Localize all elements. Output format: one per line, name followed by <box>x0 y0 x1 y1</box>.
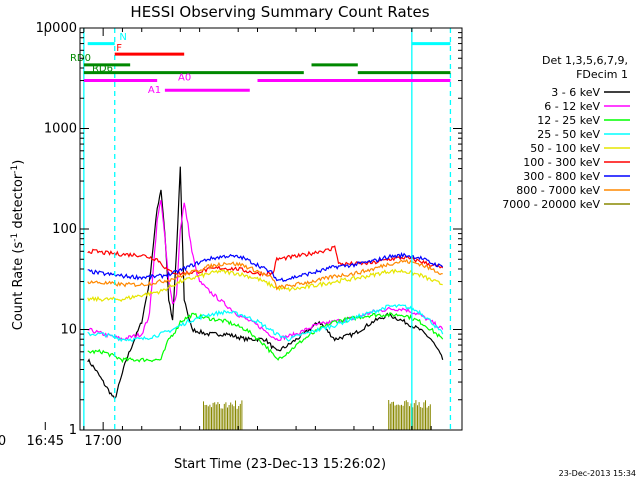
y-axis-label-exp1: -1 <box>10 233 20 242</box>
x-tick-label-6: 17:00 <box>84 434 121 449</box>
legend-label-6: 300 - 800 keV <box>523 170 600 183</box>
legend-label-1: 6 - 12 keV <box>544 100 600 113</box>
svg-text:Count Rate (s-1 detector-1): Count Rate (s-1 detector-1) <box>10 160 26 331</box>
y-axis-label-exp2: -1 <box>10 165 20 174</box>
series-line-7 <box>87 258 443 291</box>
y-axis-label-prefix: Count Rate (s <box>11 242 26 331</box>
legend-label-5: 100 - 300 keV <box>523 156 600 169</box>
y-tick-label-1: 10 <box>60 323 77 338</box>
y-axis-label-suffix: detector <box>11 173 26 233</box>
legend-header-2: FDecim 1 <box>576 68 628 81</box>
y-tick-label-2: 100 <box>52 222 77 237</box>
footer-timestamp: 23-Dec-2013 15:34 <box>559 469 636 478</box>
x-axis-label: Start Time (23-Dec-13 15:26:02) <box>174 457 386 472</box>
x-tick-label-5: 16:45 <box>27 434 64 449</box>
state-label-5: A0 <box>178 73 191 84</box>
legend-label-8: 7000 - 20000 keV <box>502 198 600 211</box>
legend-label-0: 3 - 6 keV <box>551 86 600 99</box>
legend-label-3: 25 - 50 keV <box>537 128 600 141</box>
y-axis-label: Count Rate (s-1 detector-1) <box>10 160 26 331</box>
state-label-4: A1 <box>148 85 161 96</box>
legend-label-7: 800 - 7000 keV <box>516 184 600 197</box>
y-tick-label-0: 1 <box>69 423 77 438</box>
chart-title: HESSI Observing Summary Count Rates <box>130 3 429 21</box>
y-tick-label-3: 1000 <box>44 122 77 137</box>
y-axis-label-close: ) <box>11 160 26 165</box>
y-tick-label-4: 10000 <box>36 21 77 36</box>
state-label-3: RD6 <box>92 63 113 74</box>
series-line-2 <box>87 312 444 364</box>
series-line-6 <box>87 251 444 283</box>
legend-label-4: 50 - 100 keV <box>530 142 600 155</box>
series-line-4 <box>87 268 443 303</box>
state-label-1: F <box>116 43 122 54</box>
legend-header-1: Det 1,3,5,6,7,9, <box>542 54 628 67</box>
legend-label-2: 12 - 25 keV <box>537 114 600 127</box>
state-label-0: N <box>119 32 126 43</box>
series-line-1 <box>87 200 444 341</box>
x-tick-label-4: 16:30 <box>0 434 6 449</box>
series-line-3 <box>87 303 444 343</box>
series-7000-noise-1 <box>388 400 431 430</box>
